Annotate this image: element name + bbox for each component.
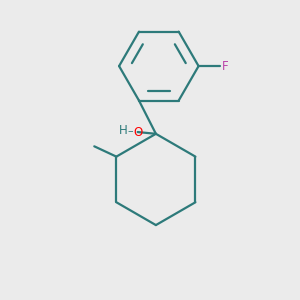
Text: H: H [119, 124, 128, 137]
Text: –: – [128, 126, 134, 136]
Text: F: F [222, 60, 229, 73]
Text: O: O [133, 125, 142, 139]
